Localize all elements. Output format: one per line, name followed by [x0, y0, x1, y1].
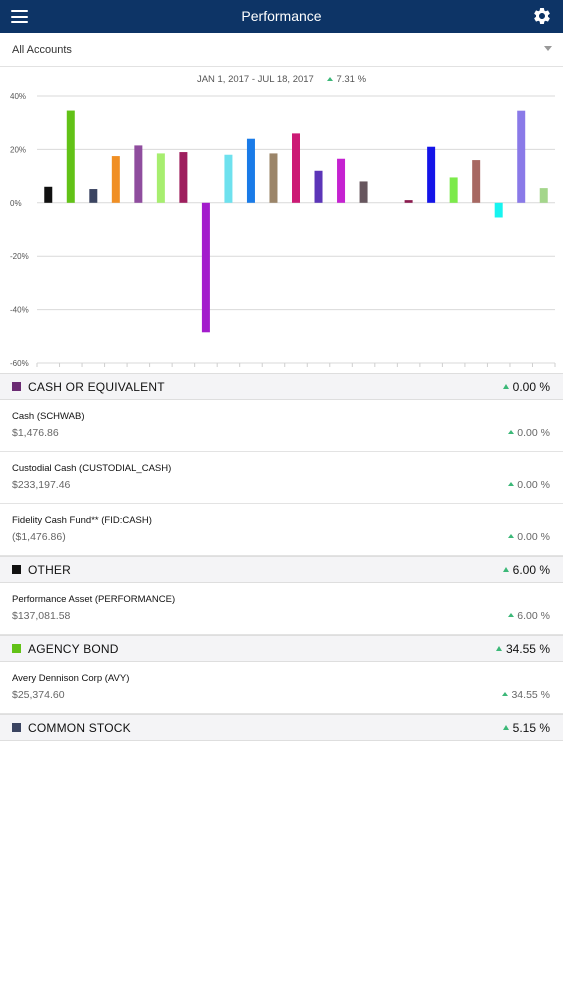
category-swatch	[12, 382, 21, 391]
holding-return: 0.00 %	[508, 427, 550, 439]
section-return: 6.00 %	[502, 563, 550, 577]
holding-row[interactable]: Avery Dennison Corp (AVY) $25,374.60 34.…	[0, 662, 563, 714]
up-arrow-icon	[508, 534, 515, 538]
section-return: 0.00 %	[502, 380, 550, 394]
section-agency-bond[interactable]: AGENCY BOND 34.55 %	[0, 635, 563, 662]
up-arrow-icon	[508, 482, 515, 486]
chart-bar	[472, 160, 481, 203]
account-selector-value: All Accounts	[12, 44, 72, 56]
holding-name: Performance Asset (PERFORMANCE)	[12, 594, 176, 605]
up-arrow-icon	[495, 646, 502, 651]
chart-bar	[156, 153, 165, 203]
chart-bar	[201, 202, 210, 333]
chart-bar	[449, 177, 458, 203]
account-selector[interactable]: All Accounts	[0, 33, 563, 67]
y-tick-label: -60%	[10, 359, 29, 368]
holding-return: 0.00 %	[508, 479, 550, 491]
gear-icon[interactable]	[532, 6, 552, 26]
section-title: CASH OR EQUIVALENT	[28, 380, 165, 394]
holding-amount: $137,081.58	[12, 610, 71, 622]
chart-bar	[292, 133, 300, 203]
category-swatch	[12, 723, 21, 732]
chart-bar	[134, 145, 143, 203]
chevron-down-icon	[544, 46, 552, 51]
holding-amount: $1,476.86	[12, 427, 59, 439]
section-title: AGENCY BOND	[28, 642, 119, 656]
nav-bar: Performance	[0, 0, 563, 33]
holding-return: 6.00 %	[508, 610, 550, 622]
chart-bar	[246, 138, 255, 203]
chart-bar	[517, 110, 526, 203]
up-arrow-icon	[502, 725, 509, 730]
section-other[interactable]: OTHER 6.00 %	[0, 556, 563, 583]
holding-return: 0.00 %	[508, 531, 550, 543]
holding-return: 34.55 %	[502, 689, 550, 701]
category-swatch	[12, 565, 21, 574]
page-title: Performance	[241, 8, 322, 24]
holding-name: Cash (SCHWAB)	[12, 411, 85, 422]
chart-bar	[404, 200, 413, 203]
date-range: JAN 1, 2017 - JUL 18, 2017	[196, 74, 314, 85]
holding-row[interactable]: Performance Asset (PERFORMANCE) $137,081…	[0, 583, 563, 635]
holding-row[interactable]: Custodial Cash (CUSTODIAL_CASH) $233,197…	[0, 452, 563, 504]
chart-bar	[66, 110, 75, 203]
chart-bar	[427, 146, 436, 203]
holding-row[interactable]: Fidelity Cash Fund** (FID:CASH) ($1,476.…	[0, 504, 563, 556]
y-tick-label: 0%	[10, 199, 22, 208]
up-arrow-icon	[327, 77, 334, 81]
chart-bar	[269, 153, 278, 203]
section-title: OTHER	[28, 563, 71, 577]
holding-amount: $233,197.46	[12, 479, 71, 491]
up-arrow-icon	[502, 384, 509, 389]
y-tick-label: -20%	[10, 252, 29, 261]
y-tick-label: 40%	[10, 92, 26, 101]
holding-amount: $25,374.60	[12, 689, 65, 701]
chart-bar	[337, 158, 346, 203]
chart-bar	[44, 186, 53, 203]
up-arrow-icon	[508, 430, 515, 434]
category-swatch	[12, 644, 21, 653]
total-return: 7.31 %	[336, 74, 367, 85]
up-arrow-icon	[502, 692, 509, 696]
chart-bar	[359, 181, 368, 203]
up-arrow-icon	[508, 613, 515, 617]
holding-name: Avery Dennison Corp (AVY)	[12, 673, 130, 684]
y-tick-label: 20%	[10, 145, 26, 154]
section-cash-or-equivalent[interactable]: CASH OR EQUIVALENT 0.00 %	[0, 373, 563, 400]
section-common-stock[interactable]: COMMON STOCK 5.15 %	[0, 714, 563, 741]
performance-summary: JAN 1, 2017 - JUL 18, 2017 7.31 %	[0, 74, 563, 85]
holding-name: Custodial Cash (CUSTODIAL_CASH)	[12, 463, 172, 474]
holding-name: Fidelity Cash Fund** (FID:CASH)	[12, 515, 152, 526]
holding-row[interactable]: Cash (SCHWAB) $1,476.86 0.00 %	[0, 400, 563, 452]
holding-amount: ($1,476.86)	[12, 531, 66, 543]
up-arrow-icon	[502, 567, 509, 572]
section-return: 5.15 %	[502, 721, 550, 735]
chart-bar	[224, 154, 233, 203]
menu-icon[interactable]	[11, 10, 28, 23]
chart-bar	[539, 188, 548, 203]
performance-bar-chart: 40% 20% 0% -20% -40% -60%	[10, 92, 556, 368]
chart-bar	[179, 152, 188, 203]
chart-bar	[111, 156, 120, 203]
chart-bar	[314, 170, 323, 203]
chart-bar	[89, 189, 98, 203]
chart-bar	[494, 202, 503, 218]
section-title: COMMON STOCK	[28, 721, 131, 735]
section-return: 34.55 %	[495, 642, 550, 656]
y-tick-label: -40%	[10, 306, 29, 315]
